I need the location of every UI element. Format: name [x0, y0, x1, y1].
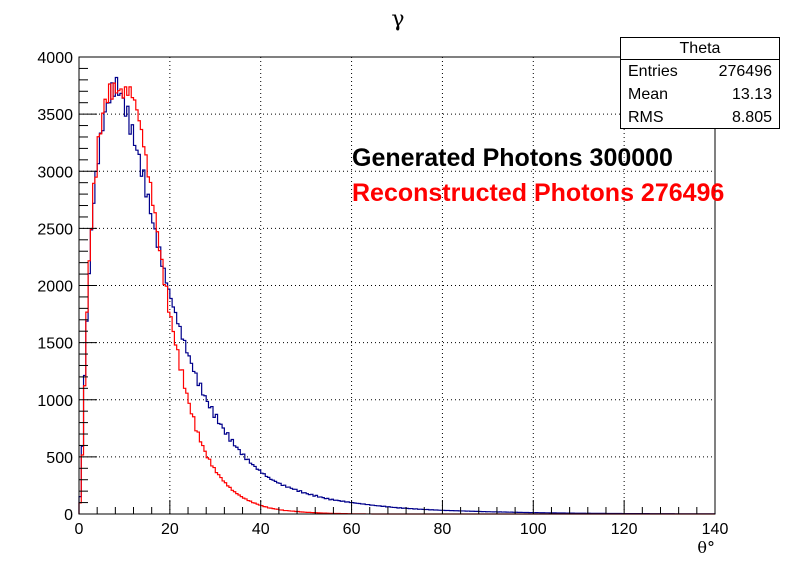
y-tick-label: 0: [64, 507, 73, 524]
stats-value: 8.805: [731, 109, 772, 126]
axes: 0 20 40 60 80 100 120 140 0 500 1000 1500 2000 2500 30…: [37, 50, 728, 538]
x-tick-label: 0: [75, 521, 84, 538]
stats-key: RMS: [628, 109, 664, 126]
y-tick-label: 4000: [37, 50, 73, 67]
y-tick-label: 2500: [37, 221, 73, 238]
stats-key: Entries: [628, 63, 678, 80]
y-tick-label: 1500: [37, 336, 73, 353]
x-tick-label: 60: [343, 521, 361, 538]
x-axis-label: θ°: [697, 538, 715, 557]
y-tick-label: 3500: [37, 107, 73, 124]
annotation-generated: Generated Photons 300000: [352, 144, 673, 172]
stats-title: Theta: [621, 38, 779, 60]
plot-frame: [78, 56, 716, 515]
x-tick-label: 120: [611, 521, 638, 538]
chart-title: γ: [391, 7, 404, 32]
grid-lines: [79, 57, 715, 514]
x-tick-label: 140: [702, 521, 729, 538]
x-tick-label: 20: [161, 521, 179, 538]
stats-value: 13.13: [731, 86, 772, 103]
x-tick-label: 100: [520, 521, 547, 538]
stats-row-rms: RMS 8.805: [621, 106, 779, 129]
stats-row-entries: Entries 276496: [621, 60, 779, 83]
stats-value: 276496: [718, 63, 772, 80]
stats-row-mean: Mean 13.13: [621, 83, 779, 106]
x-tick-label: 80: [434, 521, 452, 538]
statistics-box: Theta Entries 276496 Mean 13.13 RMS 8.80…: [620, 37, 780, 129]
stats-key: Mean: [628, 86, 669, 103]
y-tick-label: 1000: [37, 393, 73, 410]
annotation-reconstructed: Reconstructed Photons 276496: [352, 179, 724, 207]
histogram-series-0: [78, 76, 716, 515]
y-tick-label: 500: [46, 450, 73, 467]
y-tick-label: 2000: [37, 279, 73, 296]
x-tick-label: 40: [252, 521, 270, 538]
y-tick-label: 3000: [37, 164, 73, 181]
